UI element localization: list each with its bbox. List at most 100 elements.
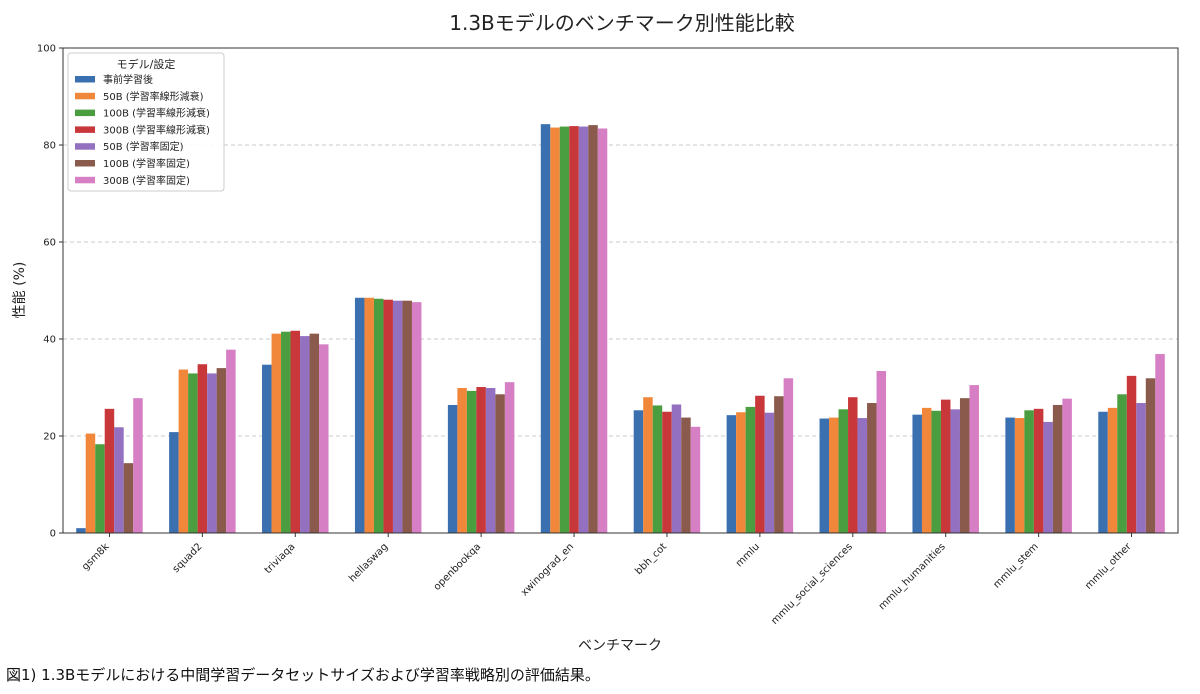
bar-mmlu_humanities-0 (912, 414, 922, 533)
bar-mmlu_other-3 (1126, 375, 1137, 533)
bar-hellaswag-4 (392, 300, 403, 533)
bar-gsm8k-1 (85, 433, 96, 533)
legend-swatch-1 (75, 92, 95, 100)
legend-label-3: 300B (学習率線形減衰) (103, 123, 210, 136)
bar-mmlu_humanities-5 (959, 398, 970, 533)
bar-mmlu_other-1 (1107, 407, 1118, 533)
bar-gsm8k-4 (114, 427, 124, 533)
legend-swatch-4 (75, 143, 95, 150)
x-tick-label: mmlu_other (1083, 541, 1134, 592)
bar-squad2-4 (207, 373, 217, 533)
bar-gsm8k-0 (76, 528, 86, 533)
bar-openbookqa-4 (485, 387, 496, 533)
bar-mmlu_stem-3 (1033, 408, 1044, 533)
legend-swatch-3 (75, 126, 95, 133)
bar-hellaswag-3 (383, 299, 393, 533)
x-tick-label: bbh_cot (633, 541, 669, 577)
chart-title: 1.3Bモデルのベンチマーク別性能比較 (449, 11, 795, 35)
bar-mmlu_humanities-3 (940, 399, 951, 533)
bar-mmlu_humanities-1 (921, 407, 932, 533)
bar-mmlu_other-6 (1155, 354, 1165, 533)
figure-caption: 図1) 1.3Bモデルにおける中間学習データセットサイズおよび学習率戦略別の評価… (6, 666, 600, 684)
bar-mmlu-0 (726, 415, 737, 533)
bar-hellaswag-5 (402, 300, 412, 533)
bar-openbookqa-2 (466, 390, 477, 533)
bar-xwinograd_en-0 (540, 124, 551, 534)
x-axis-label: ベンチマーク (578, 638, 662, 654)
bar-mmlu-1 (736, 412, 746, 533)
legend-swatch-2 (75, 109, 95, 117)
bar-mmlu_stem-4 (1043, 421, 1053, 533)
x-tick-label: mmlu_social_sciences (769, 541, 855, 627)
bar-bbh_cot-3 (662, 411, 672, 533)
y-tick-label: 100 (37, 44, 56, 55)
x-tick-label: xwinograd_en (519, 541, 576, 598)
legend-swatch-5 (75, 160, 95, 167)
legend-label-4: 50B (学習率固定) (103, 140, 184, 153)
bar-mmlu_humanities-4 (950, 409, 960, 533)
bar-openbookqa-3 (476, 387, 486, 533)
y-tick-label: 60 (43, 238, 56, 249)
x-tick-label: mmlu (734, 541, 762, 569)
bar-mmlu_social_sciences-2 (838, 409, 849, 533)
bar-bbh_cot-5 (681, 417, 691, 533)
bar-gsm8k-6 (133, 398, 143, 533)
legend-box (67, 52, 225, 192)
bar-xwinograd_en-4 (578, 126, 589, 533)
legend-label-6: 300B (学習率固定) (103, 174, 190, 187)
bar-chart: 1.3Bモデルのベンチマーク別性能比較 0 20 40 60 80 100 gsm8k sq… (12, 11, 1179, 654)
bar-squad2-0 (169, 432, 179, 533)
bar-bbh_cot-6 (690, 426, 701, 533)
bar-xwinograd_en-6 (597, 128, 608, 533)
bar-mmlu-5 (774, 396, 784, 533)
x-axis-ticks: gsm8k squad2 triviaqa hellaswag openbookqa xw… (80, 533, 1134, 627)
bar-gsm8k-2 (95, 444, 105, 533)
bar-bbh_cot-2 (652, 405, 663, 533)
bar-mmlu-2 (745, 406, 756, 533)
bar-mmlu_social_sciences-6 (876, 371, 887, 533)
bar-bbh_cot-1 (643, 397, 653, 533)
legend-swatch-6 (75, 176, 95, 184)
bar-mmlu_social_sciences-3 (848, 397, 858, 533)
bar-bbh_cot-0 (633, 410, 644, 533)
bar-triviaqa-1 (271, 333, 282, 533)
bar-squad2-5 (216, 368, 227, 533)
bar-triviaqa-0 (262, 364, 272, 533)
bar-openbookqa-6 (504, 382, 515, 533)
bar-triviaqa-5 (309, 333, 320, 533)
bar-mmlu_stem-5 (1052, 404, 1063, 533)
y-axis-label: 性能 (%) (12, 262, 28, 319)
x-tick-label: hellaswag (347, 541, 390, 584)
bar-openbookqa-5 (495, 394, 505, 533)
bar-mmlu_other-4 (1136, 403, 1146, 533)
bar-mmlu_other-2 (1117, 394, 1127, 533)
bar-squad2-3 (197, 364, 208, 533)
bar-gsm8k-3 (104, 408, 115, 533)
x-tick-label: mmlu_humanities (877, 541, 948, 612)
legend-items: 事前学習後 50B (学習率線形減衰) 100B (学習率線形減衰) 300B (学習… (75, 73, 210, 187)
bar-mmlu_stem-6 (1062, 398, 1072, 533)
bar-mmlu_stem-1 (1014, 418, 1025, 533)
bar-mmlu_humanities-2 (931, 410, 941, 533)
bar-gsm8k-5 (123, 463, 134, 533)
bar-mmlu_social_sciences-5 (867, 403, 877, 533)
bar-triviaqa-3 (290, 330, 301, 533)
bar-mmlu_stem-0 (1005, 417, 1015, 533)
bar-squad2-1 (178, 369, 189, 533)
bar-squad2-2 (188, 373, 198, 533)
x-tick-label: gsm8k (80, 541, 112, 573)
gridlines (63, 144, 1178, 437)
bar-xwinograd_en-3 (569, 126, 579, 534)
bar-openbookqa-1 (457, 387, 467, 533)
bar-mmlu-4 (764, 412, 775, 533)
bar-mmlu_social_sciences-0 (819, 418, 830, 533)
bar-xwinograd_en-2 (559, 126, 570, 533)
bar-mmlu_other-5 (1145, 378, 1156, 533)
bar-triviaqa-6 (319, 344, 329, 533)
bar-mmlu_social_sciences-4 (857, 418, 868, 533)
legend: モデル/設定 事前学習後 50B (学習率線形減衰) 100B (学習率線形減衰) 3… (67, 52, 225, 192)
bar-xwinograd_en-5 (588, 125, 598, 534)
legend-title: モデル/設定 (117, 57, 176, 71)
bar-hellaswag-0 (354, 297, 365, 533)
y-axis-ticks: 0 20 40 60 80 100 (37, 44, 63, 540)
